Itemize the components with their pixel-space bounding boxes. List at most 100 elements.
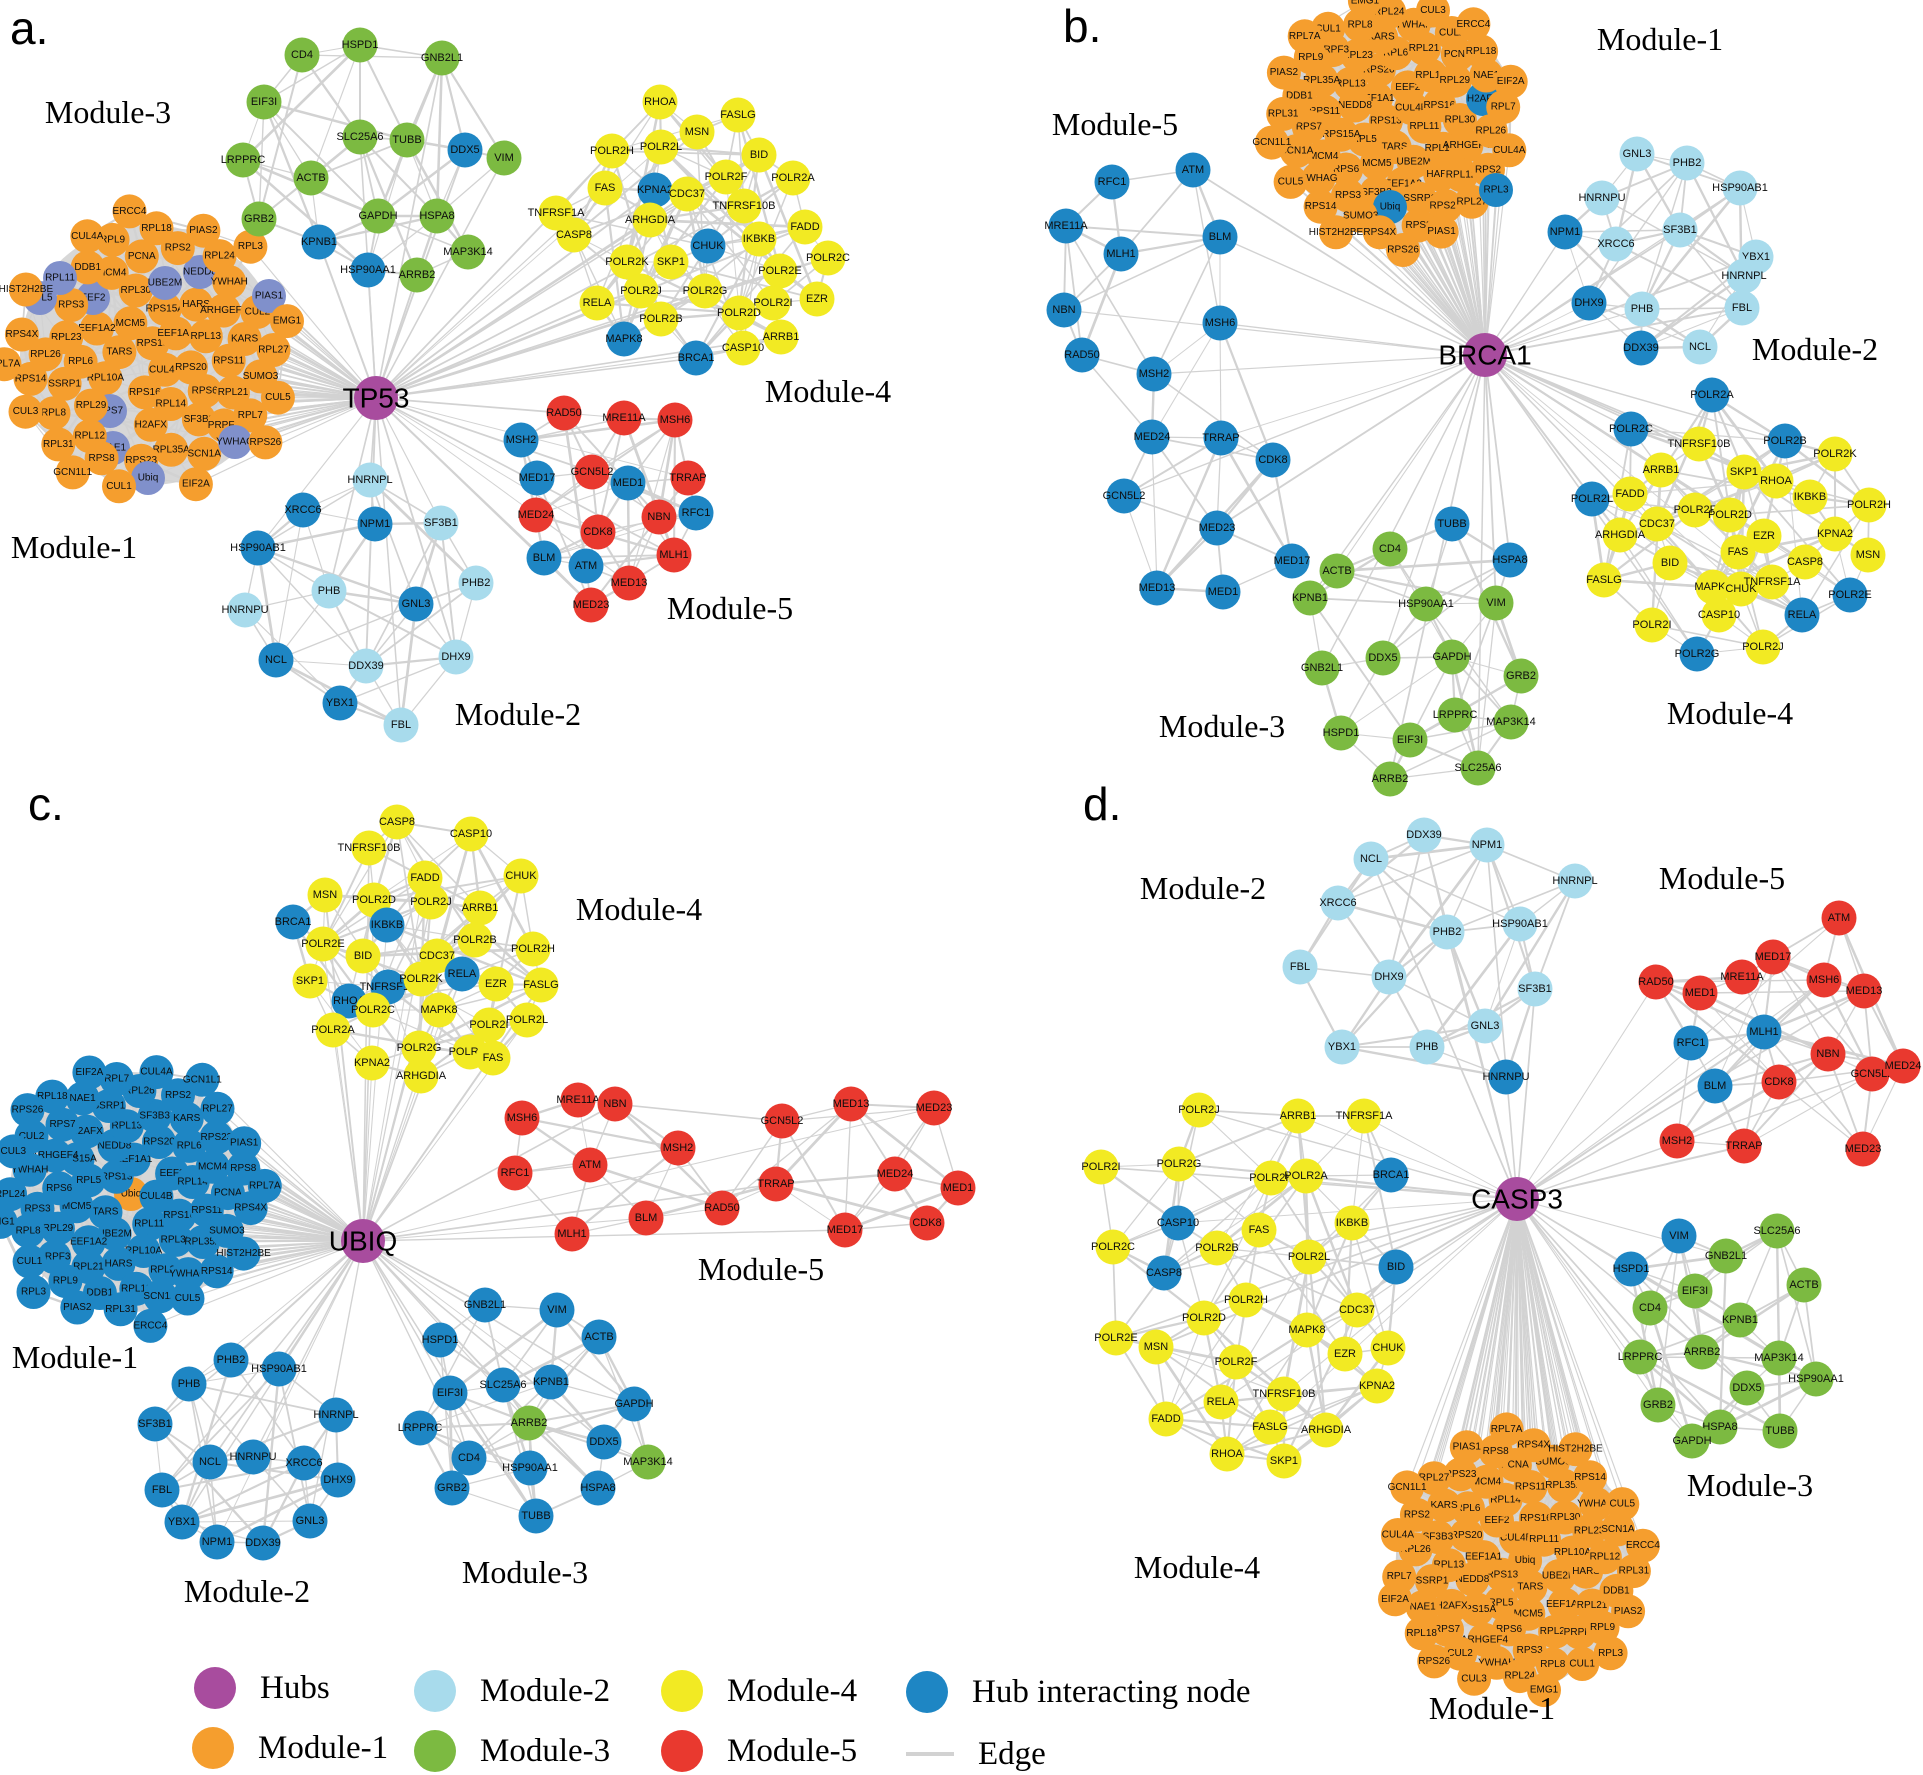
gene-node-YWHAH[interactable]	[212, 265, 247, 300]
gene-node-POLR2H[interactable]	[594, 133, 630, 169]
gene-node-CUL5[interactable]	[260, 380, 295, 415]
gene-node-CUL1[interactable]	[102, 469, 136, 504]
gene-node-RPL7A[interactable]	[0, 347, 22, 382]
gene-node-RPS26[interactable]	[1386, 233, 1421, 267]
gene-node-BID[interactable]	[1652, 545, 1688, 581]
gene-node-RPL3[interactable]	[1479, 173, 1513, 207]
gene-node-YWHAG[interactable]	[218, 425, 252, 459]
gene-node-SF3B1[interactable]	[423, 505, 459, 541]
gene-node-RPL11[interactable]	[43, 261, 77, 295]
gene-node-MAPK8[interactable]	[1695, 569, 1731, 605]
gene-node-RPL8[interactable]	[36, 396, 71, 431]
gene-node-HNRNPL[interactable]	[1726, 258, 1762, 294]
gene-node-EMG1[interactable]	[270, 304, 304, 339]
gene-node-MED1[interactable]	[610, 465, 646, 501]
gene-node-MRE11A[interactable]	[1048, 208, 1084, 244]
gene-node-POLR2I[interactable]	[1634, 607, 1670, 643]
gene-node-CDK8[interactable]	[580, 514, 616, 550]
gene-node-POLR2K[interactable]	[609, 244, 645, 280]
gene-node-FBL[interactable]	[1724, 290, 1760, 326]
gene-node-PHB2[interactable]	[458, 565, 494, 601]
gene-node-RPS8[interactable]	[84, 441, 119, 476]
gene-node-CUL3[interactable]	[8, 394, 43, 429]
gene-node-RPS26[interactable]	[248, 425, 283, 460]
gene-node-TNFRSF10B[interactable]	[726, 188, 762, 224]
gene-node-BID[interactable]	[741, 137, 777, 173]
gene-node-RPL10A[interactable]	[88, 361, 123, 396]
gene-node-ERCC4[interactable]	[1456, 7, 1491, 42]
gene-node-MED24[interactable]	[1134, 419, 1170, 455]
gene-node-RAD50[interactable]	[546, 395, 582, 431]
gene-node-ERCC4[interactable]	[112, 194, 147, 229]
gene-node-RFC1[interactable]	[678, 495, 714, 531]
gene-node-DDX39[interactable]	[348, 648, 384, 684]
gene-node-GRB2[interactable]	[1503, 658, 1539, 694]
gene-node-NPM1[interactable]	[357, 506, 393, 542]
gene-node-MSH6[interactable]	[657, 402, 693, 438]
gene-node-CDC37[interactable]	[669, 176, 705, 212]
gene-node-RPL18[interactable]	[1464, 34, 1499, 69]
gene-node-POLR2L[interactable]	[643, 129, 679, 165]
gene-node-CHUK[interactable]	[1723, 571, 1759, 607]
gene-node-GNL3[interactable]	[1619, 136, 1655, 172]
gene-node-RPS14[interactable]	[1303, 189, 1338, 224]
gene-node-POLR2J[interactable]	[1745, 629, 1781, 665]
gene-node-MED13[interactable]	[1139, 570, 1175, 606]
gene-node-POLR2H[interactable]	[1851, 487, 1887, 523]
gene-node-CASP8[interactable]	[1787, 544, 1823, 580]
gene-node-TNFRSF1A[interactable]	[1754, 564, 1790, 600]
gene-node-PIAS1[interactable]	[252, 279, 286, 313]
gene-node-HARS[interactable]	[179, 287, 214, 322]
gene-node-ARRB2[interactable]	[399, 257, 435, 293]
gene-node-RPL30[interactable]	[118, 273, 153, 308]
gene-node-RPS6[interactable]	[187, 374, 222, 408]
gene-node-RPL29[interactable]	[74, 388, 108, 423]
gene-node-HNRNPL[interactable]	[352, 462, 388, 498]
gene-node-EMG1[interactable]	[1347, 0, 1382, 18]
gene-node-VIM[interactable]	[486, 140, 522, 176]
gene-node-RPL30[interactable]	[1442, 103, 1477, 137]
gene-node-HSPD1[interactable]	[1323, 715, 1359, 751]
gene-node-POLR2B[interactable]	[643, 301, 679, 337]
gene-node-DHX9[interactable]	[1571, 285, 1607, 321]
gene-node-RPL29[interactable]	[1437, 63, 1472, 98]
gene-node-CUL4B[interactable]	[148, 352, 183, 387]
gene-node-SCN1A[interactable]	[187, 436, 222, 471]
gene-node-CDK8[interactable]	[1255, 442, 1291, 478]
gene-node-PIAS1[interactable]	[1424, 214, 1459, 249]
gene-node-MLH1[interactable]	[656, 537, 692, 573]
gene-node-RPL24[interactable]	[1372, 0, 1407, 29]
gene-node-GAPDH[interactable]	[1434, 639, 1470, 675]
gene-node-ARHGDIA[interactable]	[1602, 517, 1638, 553]
gene-node-SLC25A6[interactable]	[1460, 750, 1496, 786]
gene-node-CUL5[interactable]	[1273, 164, 1308, 199]
gene-node-KPNB1[interactable]	[301, 224, 337, 260]
gene-node-RPL13[interactable]	[1333, 66, 1368, 101]
gene-node-POLR2A[interactable]	[775, 160, 811, 196]
gene-node-DDX39[interactable]	[1623, 330, 1659, 366]
gene-node-Ubiq[interactable]	[131, 461, 165, 495]
gene-node-HSP90AA1[interactable]	[1408, 586, 1444, 622]
gene-node-H2AFX[interactable]	[133, 407, 168, 442]
gene-node-FASLG[interactable]	[720, 97, 756, 133]
gene-node-CDC37[interactable]	[1639, 506, 1675, 542]
gene-node-CUL4A[interactable]	[70, 219, 105, 254]
gene-node-RELA[interactable]	[1784, 597, 1820, 633]
gene-node-TRRAP[interactable]	[1203, 420, 1239, 456]
gene-node-EIF3I[interactable]	[1392, 722, 1428, 758]
gene-node-HIST2H2BE[interactable]	[1319, 215, 1353, 250]
gene-node-DHX9[interactable]	[438, 639, 474, 675]
gene-node-ARHGDIA[interactable]	[632, 202, 668, 238]
gene-node-RHOA[interactable]	[1758, 463, 1794, 499]
gene-node-MED17[interactable]	[1274, 543, 1310, 579]
gene-node-HSP90AB1[interactable]	[240, 530, 276, 566]
gene-node-MED17[interactable]	[519, 460, 555, 496]
gene-node-SLC25A6[interactable]	[342, 119, 378, 155]
gene-node-ATM[interactable]	[1175, 152, 1211, 188]
gene-node-HSP90AB1[interactable]	[1722, 170, 1758, 206]
gene-node-KPNA2[interactable]	[1817, 516, 1853, 552]
gene-node-RPL24[interactable]	[202, 239, 237, 274]
gene-node-GNB2L1[interactable]	[424, 40, 460, 76]
gene-node-POLR2C[interactable]	[810, 240, 846, 276]
gene-node-MSH6[interactable]	[1202, 305, 1238, 341]
